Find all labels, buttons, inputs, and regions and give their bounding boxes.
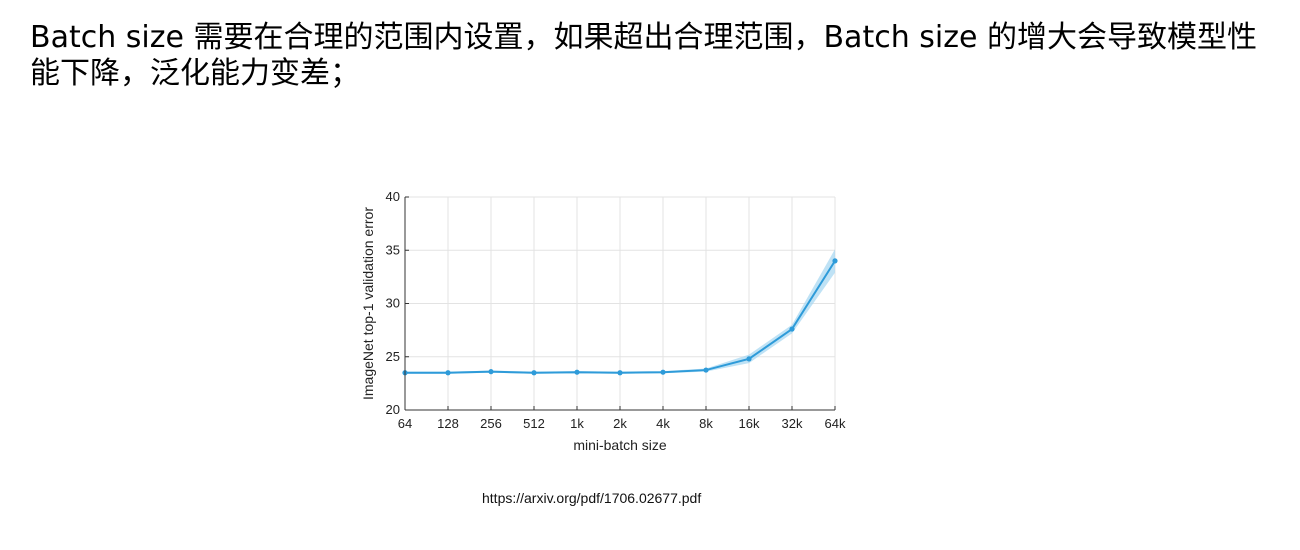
data-point bbox=[445, 370, 451, 376]
data-point bbox=[832, 258, 838, 264]
x-tick-label: 64k bbox=[825, 416, 846, 431]
y-tick-label: 40 bbox=[386, 189, 400, 204]
y-tick-label: 20 bbox=[386, 402, 400, 417]
data-point bbox=[703, 367, 709, 373]
x-tick-label: 16k bbox=[739, 416, 760, 431]
y-tick-label: 35 bbox=[386, 242, 400, 257]
data-point bbox=[660, 369, 666, 375]
y-axis-label: ImageNet top-1 validation error bbox=[360, 207, 376, 400]
headline: Batch size 需要在合理的范围内设置，如果超出合理范围，Batch si… bbox=[30, 20, 1257, 91]
y-tick-label: 25 bbox=[386, 349, 400, 364]
x-tick-label: 128 bbox=[437, 416, 459, 431]
chart-svg: 20 25 30 35 40 64 128 256 512 1k 2k 4k 8k 16k 32k 64k mi… bbox=[360, 189, 846, 453]
x-tick-label: 8k bbox=[699, 416, 713, 431]
x-tick-label: 64 bbox=[398, 416, 412, 431]
data-point bbox=[574, 369, 580, 375]
source-url: https://arxiv.org/pdf/1706.02677.pdf bbox=[482, 490, 702, 506]
x-tick-label: 4k bbox=[656, 416, 670, 431]
x-tick-label: 1k bbox=[570, 416, 584, 431]
x-tick-label: 2k bbox=[613, 416, 627, 431]
data-point bbox=[746, 356, 752, 362]
data-point bbox=[488, 369, 494, 375]
line-chart: 20 25 30 35 40 64 128 256 512 1k 2k 4k 8k 16k 32k 64k mi… bbox=[355, 185, 865, 460]
data-point bbox=[617, 370, 623, 376]
x-tick-label: 512 bbox=[523, 416, 545, 431]
x-tick-label: 256 bbox=[480, 416, 502, 431]
x-tick-label: 32k bbox=[782, 416, 803, 431]
data-point bbox=[789, 326, 795, 332]
x-axis-label: mini-batch size bbox=[573, 437, 667, 453]
data-point bbox=[531, 370, 537, 376]
y-tick-label: 30 bbox=[386, 296, 400, 311]
